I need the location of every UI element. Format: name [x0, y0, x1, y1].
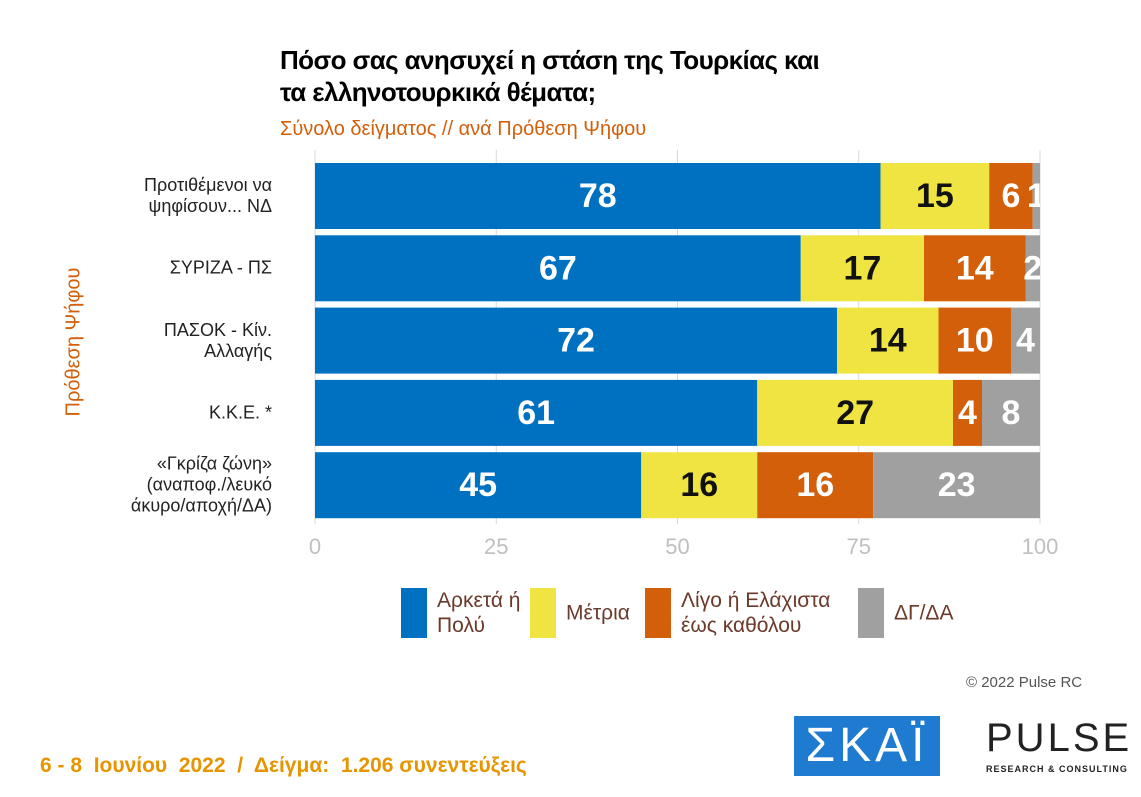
data-label: 67: [539, 249, 577, 287]
data-label: 4: [958, 394, 977, 432]
data-label: 15: [916, 177, 954, 215]
bar-segment: [982, 379, 1040, 446]
bar-segment: [1011, 307, 1040, 374]
data-label: 16: [796, 466, 834, 504]
legend-label: ΔΓ/ΔΑ: [894, 601, 954, 625]
bar-segment: [873, 452, 1040, 519]
data-label: 1: [1027, 177, 1046, 215]
category-label: Προτιθέμενοι να ψηφίσουν... ΝΔ: [144, 175, 272, 216]
data-label: 16: [680, 466, 718, 504]
data-label: 8: [1002, 394, 1021, 432]
x-tick-label: 50: [665, 534, 689, 559]
bar-segment: [989, 163, 1033, 229]
data-label: 23: [938, 466, 976, 504]
chart-title: Πόσο σας ανησυχεί η στάση της Τουρκίας κ…: [280, 45, 820, 107]
data-label: 14: [869, 322, 907, 360]
data-label: 14: [956, 249, 994, 287]
legend-swatch: [858, 588, 884, 638]
bar-segment: [938, 307, 1011, 374]
bar-segment: [315, 235, 801, 302]
bar-segment: [1032, 163, 1040, 229]
x-tick-label: 0: [309, 534, 321, 559]
x-tick-label: 75: [847, 534, 871, 559]
copyright: © 2022 Pulse RC: [966, 674, 1083, 691]
bar-segment: [757, 379, 953, 446]
bar-segment: [924, 235, 1026, 302]
data-label: 10: [956, 322, 994, 360]
legend-label: Λίγο ή Ελάχιστα έως καθόλου: [681, 589, 831, 637]
data-label: 72: [557, 322, 595, 360]
bar-segment: [837, 307, 939, 374]
data-label: 78: [579, 177, 617, 215]
bar-segment: [880, 163, 990, 229]
bar-segment: [315, 379, 758, 446]
bar-segment: [1025, 235, 1040, 302]
data-label: 27: [836, 394, 874, 432]
legend-swatch: [530, 588, 556, 638]
category-label: «Γκρίζα ζώνη» (αναποφ./λευκό άκυρο/αποχή…: [130, 453, 272, 516]
bar-segment: [641, 452, 758, 519]
data-label: 4: [1016, 322, 1035, 360]
category-label: ΣΥΡΙΖΑ - ΠΣ: [169, 257, 272, 278]
data-label: 17: [843, 249, 881, 287]
bar-segment: [757, 452, 874, 519]
bar-segment: [315, 452, 642, 519]
data-label: 6: [1002, 177, 1021, 215]
skai-logo: ΣΚΑΪ: [794, 716, 940, 776]
bar-segment: [315, 163, 881, 229]
chart-subtitle: Σύνολο δείγματος // ανά Πρόθεση Ψήφου: [280, 118, 647, 140]
data-label: 61: [517, 394, 555, 432]
bar-segment: [800, 235, 924, 302]
pulse-logo: PULSE: [986, 716, 1133, 760]
footer: 6 - 8 Ιουνίου 2022 / Δείγμα: 1.206 συνεν…: [40, 754, 527, 777]
legend-label: Αρκετά ή Πολύ: [437, 589, 521, 637]
data-label: 45: [459, 466, 497, 504]
bar-segment: [315, 307, 837, 374]
y-axis-label: Πρόθεση Ψήφου: [62, 267, 85, 417]
legend-label: Μέτρια: [566, 601, 630, 625]
bar-segment: [953, 379, 982, 446]
data-label: 2: [1023, 249, 1042, 287]
legend-swatch: [401, 588, 427, 638]
legend-swatch: [645, 588, 671, 638]
x-tick-label: 100: [1022, 534, 1059, 559]
pulse-logo-sub: RESEARCH & CONSULTING: [986, 764, 1128, 774]
category-label: Κ.Κ.Ε. *: [208, 402, 272, 423]
x-tick-label: 25: [484, 534, 508, 559]
category-label: ΠΑΣΟΚ - Κίν. Αλλαγής: [163, 319, 272, 361]
